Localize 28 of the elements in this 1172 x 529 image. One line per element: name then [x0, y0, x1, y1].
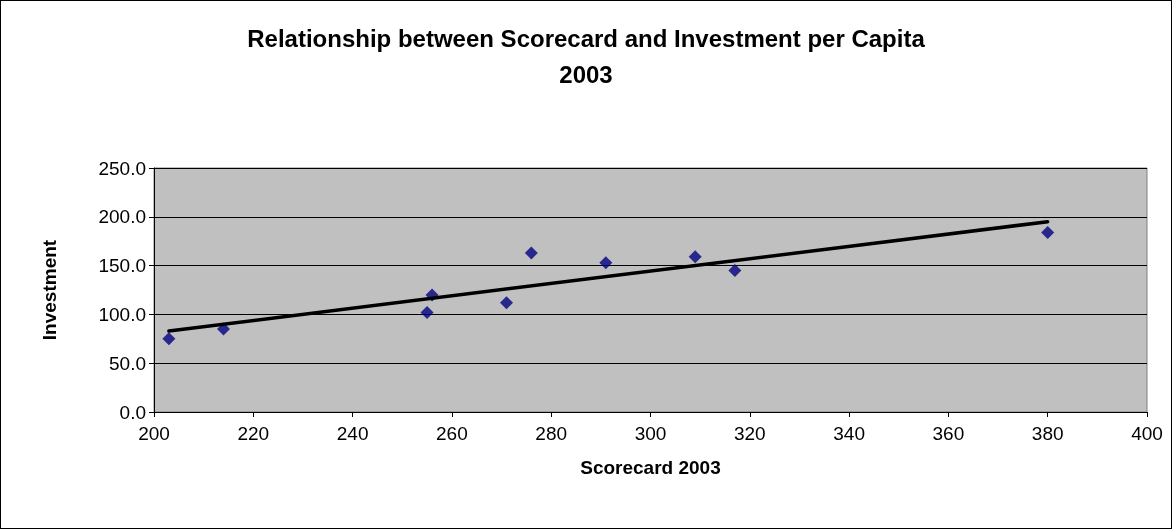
point [688, 250, 702, 264]
y-tick-label: 0.0 [119, 401, 146, 423]
point [599, 256, 613, 270]
y-tick-label: 50.0 [109, 352, 146, 374]
x-tick-label: 380 [1031, 423, 1064, 444]
y-tick-label: 100.0 [98, 303, 146, 325]
x-tick-label: 200 [138, 423, 170, 444]
x-tick-label: 400 [1131, 423, 1163, 444]
y-tick-label: 250.0 [98, 157, 146, 179]
x-tick-label: 340 [833, 423, 865, 444]
chart-title: Relationship between Scorecard and Investment per Capita 2003 [247, 24, 926, 88]
point [524, 246, 538, 260]
x-axis-title: Scorecard 2003 [580, 457, 721, 478]
point [500, 296, 514, 310]
x-tick-label: 220 [237, 423, 270, 444]
y-tick-label: 150.0 [98, 255, 146, 277]
x-tick-label: 240 [336, 423, 369, 444]
x-tick-label: 260 [436, 423, 468, 444]
x-tick-label: 280 [535, 423, 568, 444]
point [162, 332, 176, 346]
y-axis-title: Investment [39, 239, 60, 341]
point [420, 305, 434, 319]
x-tick-label: 360 [932, 423, 965, 444]
y-tick-label: 200.0 [98, 206, 146, 228]
point [1041, 225, 1055, 239]
point [728, 263, 742, 277]
x-tick-label: 320 [733, 423, 766, 444]
x-tick-label: 300 [634, 423, 667, 444]
